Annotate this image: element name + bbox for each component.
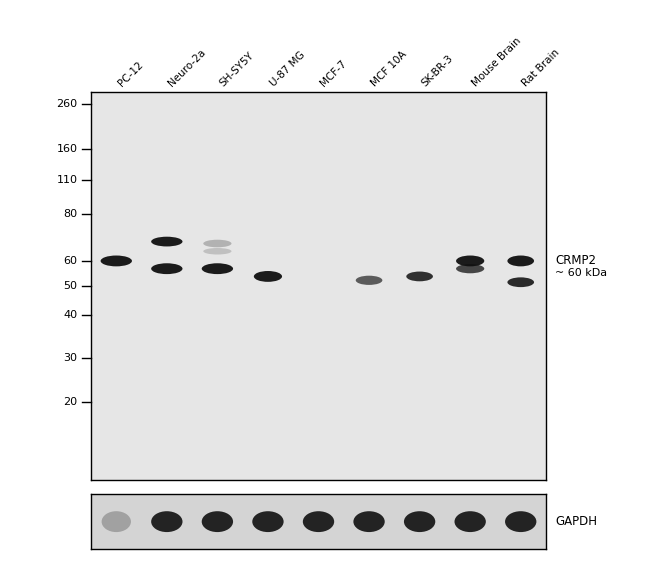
Ellipse shape	[406, 272, 433, 281]
Text: Rat Brain: Rat Brain	[521, 47, 562, 88]
Ellipse shape	[101, 255, 132, 266]
Text: PC-12: PC-12	[116, 60, 145, 88]
Text: 20: 20	[63, 397, 77, 407]
Ellipse shape	[151, 237, 183, 246]
Text: U-87 MG: U-87 MG	[268, 50, 307, 88]
Text: ~ 60 kDa: ~ 60 kDa	[555, 268, 607, 277]
Ellipse shape	[354, 511, 385, 532]
Text: 60: 60	[63, 256, 77, 266]
Ellipse shape	[254, 271, 282, 282]
Ellipse shape	[252, 511, 283, 532]
Ellipse shape	[151, 511, 183, 532]
Ellipse shape	[508, 277, 534, 287]
Text: 110: 110	[57, 175, 77, 184]
Ellipse shape	[404, 511, 436, 532]
Ellipse shape	[101, 511, 131, 532]
Ellipse shape	[202, 511, 233, 532]
Text: Neuro-2a: Neuro-2a	[167, 47, 208, 88]
Text: 260: 260	[57, 99, 77, 109]
Ellipse shape	[454, 511, 486, 532]
Ellipse shape	[203, 240, 231, 247]
Text: SK-BR-3: SK-BR-3	[420, 53, 455, 88]
Ellipse shape	[203, 248, 231, 254]
Ellipse shape	[202, 263, 233, 274]
Text: SH-SY5Y: SH-SY5Y	[217, 50, 255, 88]
Ellipse shape	[505, 511, 536, 532]
Text: 50: 50	[63, 281, 77, 291]
Ellipse shape	[508, 255, 534, 266]
Ellipse shape	[356, 276, 382, 285]
Text: 160: 160	[57, 143, 77, 154]
Ellipse shape	[151, 263, 183, 274]
Text: CRMP2: CRMP2	[555, 254, 596, 268]
Text: MCF-7: MCF-7	[318, 58, 348, 88]
Text: MCF 10A: MCF 10A	[369, 49, 408, 88]
Text: 80: 80	[63, 209, 77, 220]
Text: 40: 40	[63, 310, 77, 320]
Ellipse shape	[456, 264, 484, 273]
Text: 30: 30	[63, 353, 77, 363]
Ellipse shape	[303, 511, 334, 532]
Text: GAPDH: GAPDH	[555, 515, 597, 528]
Ellipse shape	[456, 255, 484, 266]
Text: Mouse Brain: Mouse Brain	[470, 36, 523, 88]
